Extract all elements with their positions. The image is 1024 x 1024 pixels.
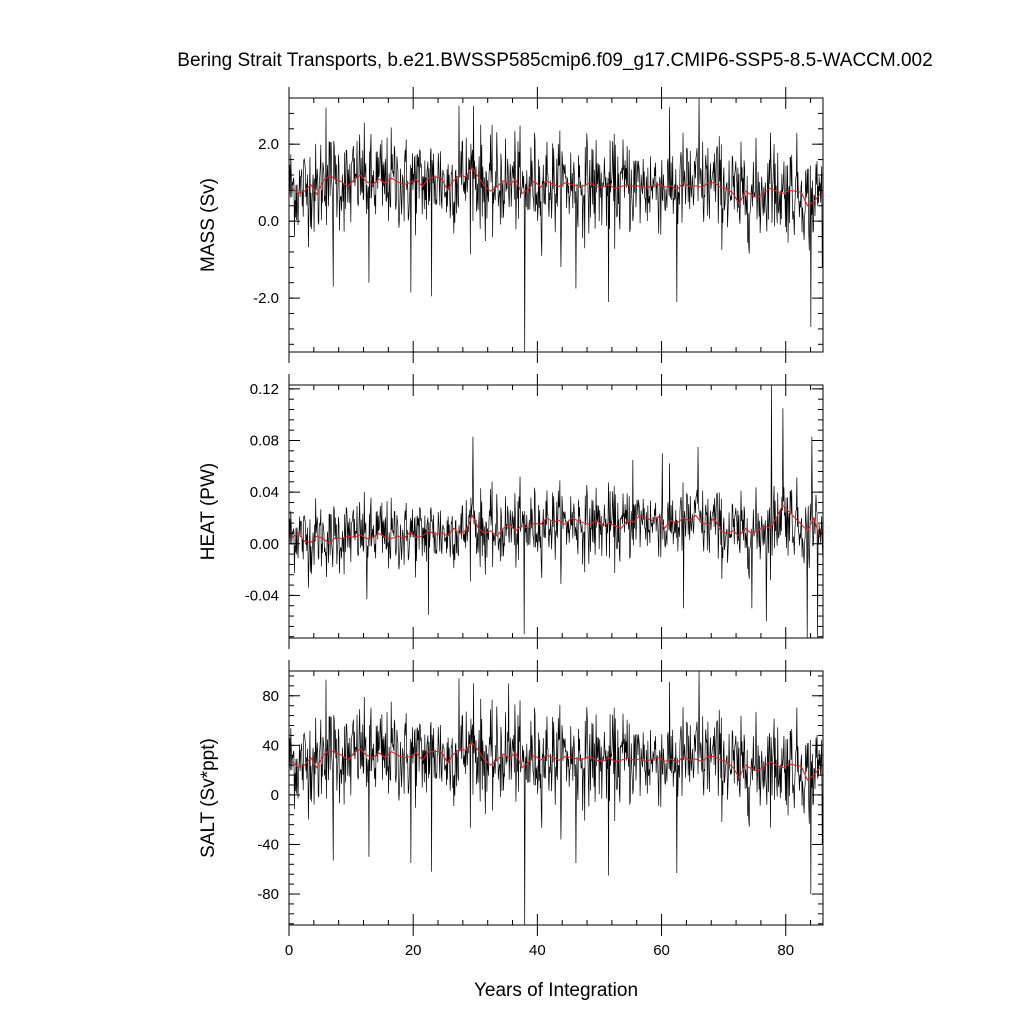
y-tick-label: 0.12 — [250, 381, 279, 398]
y-tick-label: -0.04 — [245, 587, 279, 604]
y-tick-label: 40 — [262, 737, 279, 754]
y-axis: -2.0 0.0 2.0 — [253, 112, 823, 345]
y-tick-label: 0.08 — [250, 433, 279, 450]
x-tick-label: 80 — [777, 942, 794, 959]
y-axis: -0.04 0.00 0.04 0.08 0.12 — [245, 381, 823, 638]
y-axis-label: HEAT (PW) — [198, 463, 219, 560]
x-tick-label: 60 — [653, 942, 670, 959]
y-axis: -80 -40 0 40 80 — [257, 675, 823, 925]
panel-1: -2.0 0.0 2.0 MASS (Sv) — [198, 87, 824, 363]
chart-title: Bering Strait Transports, b.e21.BWSSP585… — [177, 50, 932, 71]
panel-2: -0.04 0.00 0.04 0.08 0.12 HEAT (PW) — [198, 374, 824, 649]
annual-mean-line — [291, 742, 821, 781]
panel-3: -80 -40 0 40 80 SALT (Sv*ppt) — [198, 660, 824, 936]
y-tick-label: 0.04 — [250, 484, 279, 501]
y-tick-label: -40 — [257, 836, 279, 853]
x-axis: 0 20 40 60 80 — [285, 942, 794, 959]
x-ticks — [288, 374, 812, 649]
monthly-series-line — [289, 385, 823, 638]
x-tick-label: 40 — [529, 942, 546, 959]
monthly-series-line — [289, 98, 823, 352]
x-ticks — [288, 660, 812, 936]
panel-frame — [288, 384, 824, 639]
y-tick-label: 80 — [262, 688, 279, 705]
y-axis-label: MASS (Sv) — [198, 178, 219, 272]
x-ticks — [288, 87, 812, 363]
x-tick-label: 20 — [405, 942, 422, 959]
annual-mean-line — [291, 167, 821, 207]
annual-mean-line — [291, 504, 821, 545]
y-tick-label: -80 — [257, 886, 279, 903]
monthly-series-line — [289, 671, 823, 925]
y-tick-label: 0.0 — [258, 213, 279, 230]
y-tick-label: -2.0 — [253, 290, 279, 307]
panels: -2.0 0.0 2.0 MASS (Sv) -0.04 0.00 0.04 0.08 0.12… — [198, 87, 824, 936]
y-tick-label: 0.00 — [250, 536, 279, 553]
y-tick-label: 2.0 — [258, 136, 279, 153]
y-axis-label: SALT (Sv*ppt) — [198, 738, 219, 858]
x-tick-label: 0 — [285, 942, 293, 959]
x-axis-label: Years of Integration — [474, 980, 638, 1001]
y-tick-label: 0 — [271, 787, 279, 804]
